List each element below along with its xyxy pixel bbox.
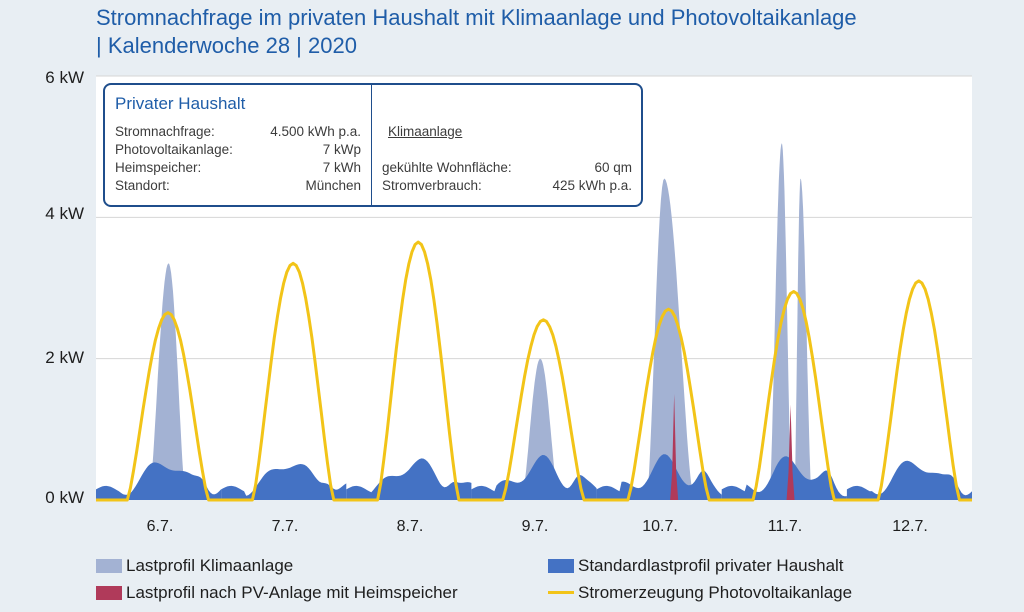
aircon-peak [794, 178, 812, 500]
legend-swatch-household [548, 559, 574, 573]
chart-title: Stromnachfrage im privaten Haushalt mit … [96, 4, 1006, 60]
aircon-subtitle: Klimaanlage [388, 124, 463, 139]
info-value: München [305, 178, 361, 193]
x-tick-9-7: 9.7. [521, 518, 549, 535]
legend-pv: Stromerzeugung Photovoltaikanlage [548, 582, 968, 604]
info-label: Stromnachfrage: [115, 124, 215, 139]
y-tick-6: 6 kW [45, 68, 84, 87]
residual-spike-series [670, 394, 795, 500]
gridlines [96, 75, 972, 360]
household-info-box: Privater Haushalt Stromnachfrage: 4.500 … [103, 83, 643, 207]
chart-title-line1: Stromnachfrage im privaten Haushalt mit … [96, 5, 857, 30]
household-day-area [346, 458, 472, 500]
info-label: Photovoltaikanlage: [115, 142, 233, 157]
aircon-info-right: Klimaanlage gekühlte Wohnfläche: 60 qm S… [372, 85, 641, 205]
household-day-area [471, 455, 597, 500]
residual-spike [786, 404, 795, 500]
x-tick-8-7: 8.7. [396, 518, 424, 535]
household-day-area [96, 462, 222, 500]
info-row-location: Standort: München [115, 177, 361, 195]
household-day-area [721, 456, 847, 500]
info-value: 7 kWp [322, 142, 361, 157]
info-value: 7 kWh [322, 160, 361, 175]
x-tick-6-7: 6.7. [146, 518, 174, 535]
aircon-peak [148, 263, 187, 500]
household-day-area [846, 460, 972, 500]
info-label: gekühlte Wohnfläche: [382, 160, 512, 175]
aircon-peak [646, 178, 695, 500]
x-tick-7-7: 7.7. [271, 518, 299, 535]
info-label: Heimspeicher: [115, 160, 202, 175]
info-row-storage: Heimspeicher: 7 kWh [115, 159, 361, 177]
info-value: 425 kWh p.a. [552, 178, 632, 193]
info-row-pv: Photovoltaikanlage: 7 kWp [115, 141, 361, 159]
legend-swatch-aircon [96, 559, 122, 573]
pv-line [96, 240, 972, 502]
household-area-series [96, 454, 972, 500]
info-box-title: Privater Haushalt [115, 94, 246, 113]
info-row-area: gekühlte Wohnfläche: 60 qm [382, 159, 632, 177]
household-day-area [596, 454, 722, 500]
legend-label: Lastprofil Klimaanlage [126, 556, 294, 575]
legend-swatch-pv [548, 591, 574, 594]
legend-label: Standardlastprofil privater Haushalt [578, 556, 844, 575]
y-tick-0: 0 kW [45, 488, 84, 507]
chart-title-line2: | Kalenderwoche 28 | 2020 [96, 33, 357, 58]
x-tick-12-7: 12.7. [892, 518, 928, 535]
household-day-area [221, 464, 347, 500]
legend-label: Lastprofil nach PV-Anlage mit Heimspeich… [126, 583, 458, 602]
household-info-left: Privater Haushalt Stromnachfrage: 4.500 … [105, 85, 372, 205]
legend-label: Stromerzeugung Photovoltaikanlage [578, 583, 853, 602]
info-value: 4.500 kWh p.a. [270, 124, 361, 139]
info-row-demand: Stromnachfrage: 4.500 kWh p.a. [115, 123, 361, 141]
x-tick-10-7: 10.7. [642, 518, 678, 535]
legend-swatch-residual [96, 586, 122, 600]
residual-spike [670, 394, 679, 500]
info-row-consumption: Stromverbrauch: 425 kWh p.a. [382, 177, 632, 195]
legend-residual: Lastprofil nach PV-Anlage mit Heimspeich… [96, 582, 536, 604]
x-tick-11-7: 11.7. [767, 518, 803, 535]
info-label: Stromverbrauch: [382, 178, 482, 193]
pv-line-series [96, 240, 972, 502]
y-tick-4: 4 kW [45, 204, 84, 223]
info-value: 60 qm [594, 160, 632, 175]
info-label: Standort: [115, 178, 170, 193]
y-tick-2: 2 kW [45, 348, 84, 367]
legend-household: Standardlastprofil privater Haushalt [548, 555, 968, 577]
legend-aircon: Lastprofil Klimaanlage [96, 555, 516, 577]
